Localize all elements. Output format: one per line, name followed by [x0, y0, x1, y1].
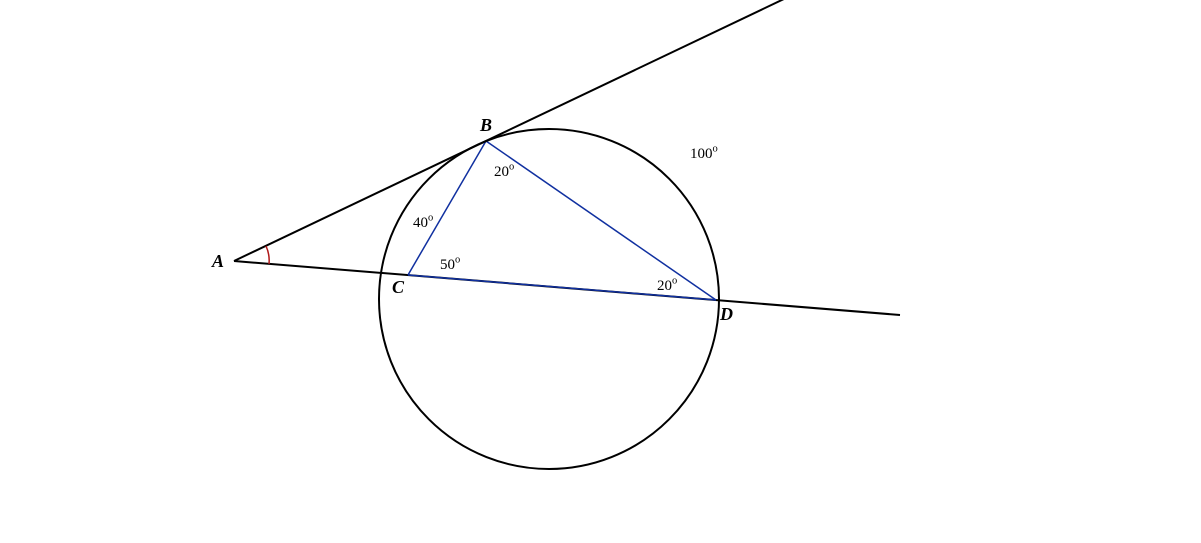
point-label-B: B	[479, 115, 492, 135]
angle-BCD-50: 50o	[440, 254, 460, 273]
chord-BD	[486, 141, 716, 300]
main-circle	[379, 129, 719, 469]
point-label-D: D	[719, 304, 733, 324]
arc-BC-40: 40o	[413, 212, 433, 231]
line-AB-ext	[234, 0, 786, 261]
arc-BD-100: 100o	[690, 143, 718, 162]
angle-arc-A	[266, 246, 269, 264]
point-label-C: C	[392, 277, 405, 297]
angle-CBD-20: 20o	[494, 161, 514, 180]
angle-BDC-20: 20o	[657, 275, 677, 294]
point-label-A: A	[211, 251, 224, 271]
chord-BC	[408, 141, 486, 275]
